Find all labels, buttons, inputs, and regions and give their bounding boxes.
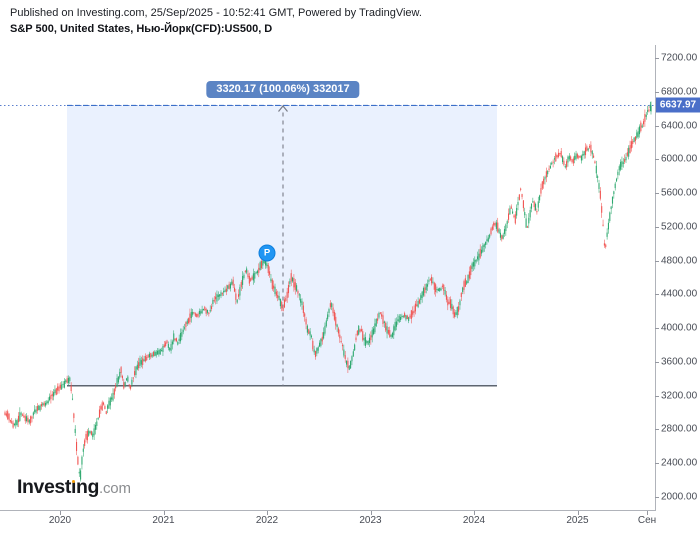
y-axis-label: 2400.00: [661, 457, 698, 469]
symbol-title: S&P 500, United States, Нью-Йорк(CFD):US…: [10, 23, 273, 35]
logo-text-pre: Invest: [17, 476, 71, 498]
investing-logo: Investıng.com: [17, 476, 131, 500]
y-axis-label: 7200.00: [661, 52, 698, 64]
x-axis-tick: [474, 511, 475, 515]
x-axis-label: 2022: [255, 515, 279, 526]
measure-up-arrow-icon: [278, 105, 288, 112]
y-axis-tick: [655, 260, 659, 262]
logo-orange-dot-i: ı: [70, 476, 76, 498]
x-axis-label: 2021: [152, 515, 175, 526]
y-axis-tick: [655, 463, 659, 465]
y-axis-tick: [655, 58, 659, 59]
x-axis-label: 2023: [359, 515, 382, 526]
y-axis-label: 6400.00: [661, 120, 698, 132]
x-axis-tick: [577, 511, 579, 515]
y-axis-tick: [655, 395, 659, 397]
y-axis-tick: [655, 497, 659, 498]
x-axis-tick: [267, 511, 268, 515]
y-axis-tick: [655, 91, 659, 93]
logo-tld: .com: [99, 480, 131, 497]
last-price-badge: 6637.97: [656, 97, 700, 113]
y-axis-label: 2800.00: [661, 423, 698, 435]
y-axis-tick: [655, 429, 659, 431]
y-axis-tick: [655, 294, 659, 296]
x-axis-label: 2025: [566, 515, 589, 526]
y-axis-label: 2000.00: [661, 491, 698, 503]
measure-region[interactable]: [67, 105, 497, 386]
candlestick-chart[interactable]: [0, 45, 656, 510]
y-axis-label: 4800.00: [661, 255, 698, 267]
y-axis-tick: [655, 159, 659, 161]
x-axis-label: Сен: [637, 515, 657, 526]
y-axis-label: 4000.00: [661, 322, 698, 334]
y-axis-tick: [655, 226, 659, 228]
measure-tool-label[interactable]: 3320.17 (100.06%) 332017: [206, 81, 360, 98]
x-axis-label: 2024: [462, 515, 486, 526]
y-axis-label: 6000.00: [661, 153, 698, 165]
chart-plot-area[interactable]: [0, 45, 656, 510]
y-axis-label: 5200.00: [661, 221, 698, 233]
x-axis-line: [0, 510, 656, 511]
y-axis-tick: [655, 193, 659, 195]
logo-text-post: ng: [76, 476, 100, 498]
y-axis-label: 3600.00: [661, 356, 698, 368]
y-axis-label: 5600.00: [661, 187, 698, 199]
x-axis-tick: [647, 511, 648, 515]
y-axis-tick: [655, 361, 659, 363]
y-axis-label: 3200.00: [661, 390, 698, 402]
x-axis-tick: [370, 511, 372, 515]
y-axis-tick: [655, 328, 659, 330]
x-axis-tick: [60, 511, 61, 515]
p-point-marker[interactable]: P: [258, 244, 276, 262]
y-axis-tick: [655, 125, 659, 127]
x-axis-tick: [163, 511, 165, 515]
x-axis-label: 2020: [48, 515, 72, 526]
published-line: Published on Investing.com, 25/Sep/2025 …: [10, 7, 422, 19]
y-axis-label: 4400.00: [661, 288, 698, 300]
y-axis-label: 6800.00: [661, 86, 698, 98]
candles-group: [4, 101, 652, 482]
y-axis-line: [655, 45, 656, 511]
